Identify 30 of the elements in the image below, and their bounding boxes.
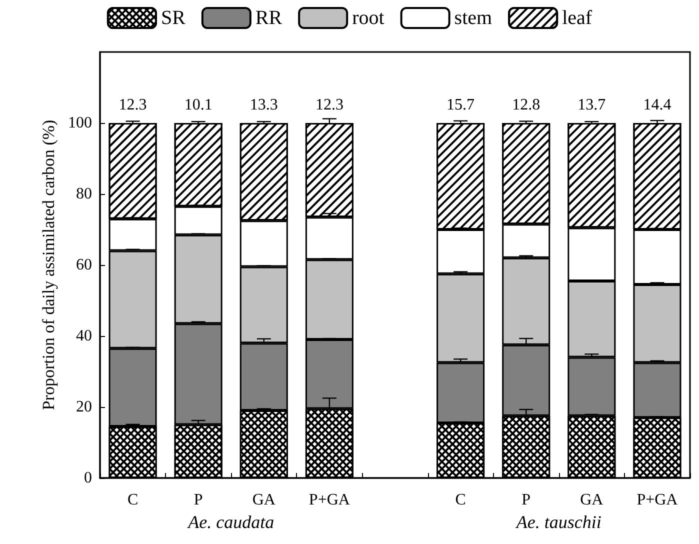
y-tick-label: 100 bbox=[68, 114, 92, 132]
annotation: 10.1 bbox=[184, 96, 212, 114]
annotation: 12.3 bbox=[118, 96, 147, 114]
annotation: 12.3 bbox=[315, 96, 344, 114]
y-tick-label: 20 bbox=[76, 398, 92, 416]
legend-label: stem bbox=[454, 7, 493, 29]
legend-label: SR bbox=[160, 7, 186, 29]
x-tick-label: GA bbox=[580, 492, 604, 508]
y-tick-label: 0 bbox=[84, 470, 92, 486]
annotation: 14.4 bbox=[643, 96, 672, 114]
legend-label: leaf bbox=[562, 7, 592, 29]
x-tick-label: P+GA bbox=[636, 492, 678, 508]
y-tick-label: 40 bbox=[76, 328, 92, 344]
x-tick-label: GA bbox=[252, 492, 276, 508]
x-tick-label: P bbox=[194, 492, 203, 508]
legend-label: root bbox=[352, 7, 385, 29]
x-tick-label: P bbox=[522, 492, 531, 508]
annotation: 15.7 bbox=[446, 96, 475, 114]
annotation: 13.3 bbox=[250, 96, 278, 114]
x-tick-label: C bbox=[455, 492, 466, 508]
y-axis-title: Proportion of daily assimilated carbon (%) bbox=[39, 120, 58, 410]
legend-label: RR bbox=[255, 7, 283, 29]
text: Ae. tauschii bbox=[515, 512, 602, 532]
x-tick-label: P+GA bbox=[308, 492, 350, 508]
x-tick-label: C bbox=[127, 492, 138, 508]
annotation: 12.8 bbox=[512, 96, 540, 114]
y-tick-label: 80 bbox=[76, 186, 92, 202]
y-tick-label: 60 bbox=[76, 256, 92, 274]
text: Ae. caudata bbox=[187, 512, 274, 532]
annotation: 13.7 bbox=[578, 96, 606, 114]
